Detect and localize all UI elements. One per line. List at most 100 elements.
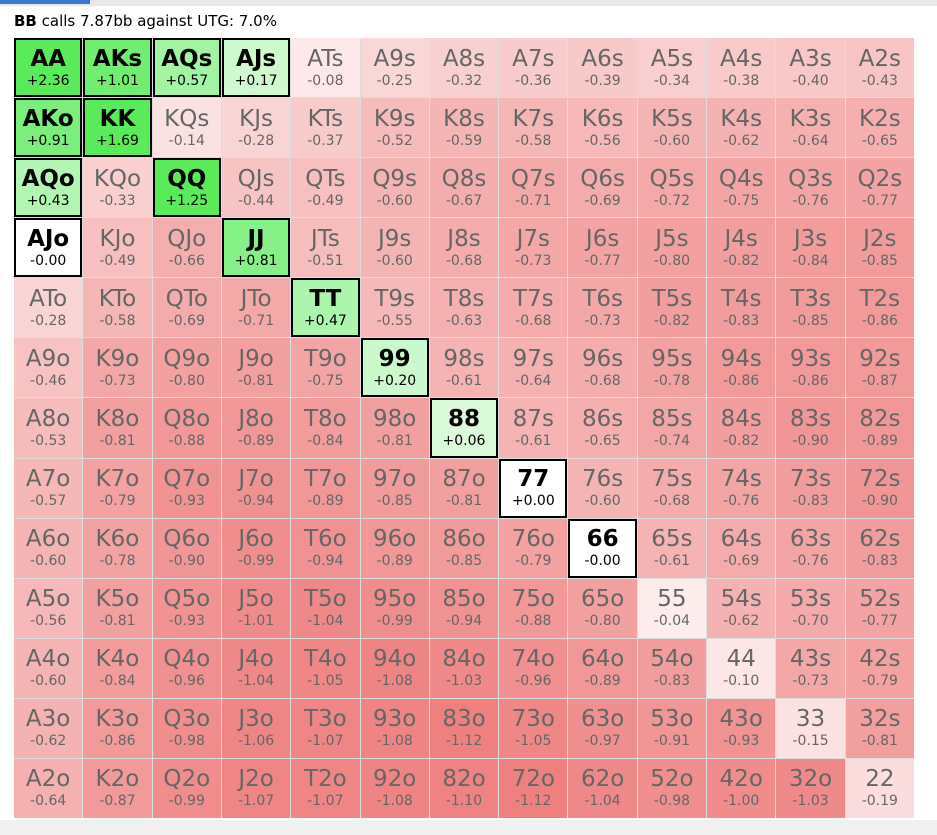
hand-cell[interactable]: QJs -0.44 (221, 158, 291, 218)
hand-cell[interactable]: Q7o -0.93 (152, 458, 221, 518)
hand-cell[interactable]: 54o -0.83 (637, 638, 707, 698)
hand-cell[interactable]: Q5s -0.72 (637, 158, 707, 218)
hand-cell[interactable]: 72o -1.12 (499, 758, 568, 818)
hand-cell[interactable]: QTo -0.69 (152, 278, 221, 338)
hand-cell[interactable]: Q6o -0.90 (152, 518, 221, 578)
hand-cell[interactable]: T2s -0.86 (845, 278, 914, 338)
hand-cell[interactable]: 75s -0.68 (637, 458, 707, 518)
hand-cell[interactable]: A9s -0.25 (360, 38, 429, 98)
hand-cell[interactable]: J7o -0.94 (221, 458, 291, 518)
hand-cell[interactable]: A4o -0.60 (14, 638, 83, 698)
hand-cell[interactable]: J8o -0.89 (221, 398, 291, 458)
hand-cell[interactable]: A3s -0.40 (776, 38, 845, 98)
hand-cell[interactable]: A9o -0.46 (14, 338, 83, 398)
hand-cell[interactable]: 74s -0.76 (707, 458, 776, 518)
hand-cell[interactable]: A5s -0.34 (637, 38, 707, 98)
hand-cell[interactable]: J5o -1.01 (221, 578, 291, 638)
hand-cell[interactable]: 96o -0.89 (360, 518, 429, 578)
hand-cell[interactable]: K6s -0.56 (568, 98, 637, 158)
hand-cell[interactable]: Q2s -0.77 (845, 158, 914, 218)
hand-cell[interactable]: 83s -0.90 (776, 398, 845, 458)
hand-cell[interactable]: 87o -0.81 (429, 458, 499, 518)
hand-cell[interactable]: Q7s -0.71 (499, 158, 568, 218)
hand-cell[interactable]: Q4o -0.96 (152, 638, 221, 698)
hand-cell[interactable]: 85s -0.74 (637, 398, 707, 458)
hand-cell[interactable]: QJo -0.66 (152, 218, 221, 278)
hand-cell[interactable]: K8o -0.81 (83, 398, 152, 458)
hand-cell[interactable]: 92o -1.08 (360, 758, 429, 818)
hand-cell[interactable]: 53o -0.91 (637, 698, 707, 758)
hand-cell[interactable]: KQo -0.33 (83, 158, 152, 218)
hand-cell[interactable]: J9o -0.81 (221, 338, 291, 398)
hand-cell[interactable]: 52o -0.98 (637, 758, 707, 818)
hand-cell[interactable]: 76s -0.60 (568, 458, 637, 518)
hand-cell[interactable]: AQs +0.57 (152, 38, 221, 98)
hand-cell[interactable]: K4o -0.84 (83, 638, 152, 698)
hand-cell[interactable]: 54s -0.62 (707, 578, 776, 638)
hand-cell[interactable]: 42s -0.79 (845, 638, 914, 698)
hand-cell[interactable]: TT +0.47 (291, 278, 360, 338)
hand-cell[interactable]: 73o -1.05 (499, 698, 568, 758)
hand-cell[interactable]: 92s -0.87 (845, 338, 914, 398)
hand-cell[interactable]: 99 +0.20 (360, 338, 429, 398)
hand-cell[interactable]: J3o -1.06 (221, 698, 291, 758)
hand-cell[interactable]: 88 +0.06 (429, 398, 499, 458)
hand-cell[interactable]: 63s -0.76 (776, 518, 845, 578)
hand-cell[interactable]: ATs -0.08 (291, 38, 360, 98)
hand-cell[interactable]: 55 -0.04 (637, 578, 707, 638)
hand-cell[interactable]: AA +2.36 (14, 38, 83, 98)
hand-cell[interactable]: 43s -0.73 (776, 638, 845, 698)
hand-cell[interactable]: T6s -0.73 (568, 278, 637, 338)
hand-cell[interactable]: A6o -0.60 (14, 518, 83, 578)
hand-cell[interactable]: 32o -1.03 (776, 758, 845, 818)
hand-cell[interactable]: K4s -0.62 (707, 98, 776, 158)
hand-cell[interactable]: T9o -0.75 (291, 338, 360, 398)
hand-cell[interactable]: J6s -0.77 (568, 218, 637, 278)
hand-cell[interactable]: K2o -0.87 (83, 758, 152, 818)
hand-cell[interactable]: Q8o -0.88 (152, 398, 221, 458)
hand-cell[interactable]: K5o -0.81 (83, 578, 152, 638)
hand-cell[interactable]: 62s -0.83 (845, 518, 914, 578)
hand-cell[interactable]: Q5o -0.93 (152, 578, 221, 638)
hand-cell[interactable]: J2s -0.85 (845, 218, 914, 278)
hand-cell[interactable]: 44 -0.10 (707, 638, 776, 698)
hand-cell[interactable]: AKs +1.01 (83, 38, 152, 98)
hand-cell[interactable]: A6s -0.39 (568, 38, 637, 98)
hand-cell[interactable]: J7s -0.73 (499, 218, 568, 278)
hand-cell[interactable]: 62o -1.04 (568, 758, 637, 818)
hand-cell[interactable]: Q9o -0.80 (152, 338, 221, 398)
hand-cell[interactable]: KK +1.69 (83, 98, 152, 158)
hand-cell[interactable]: 95o -0.99 (360, 578, 429, 638)
hand-cell[interactable]: KJo -0.49 (83, 218, 152, 278)
hand-cell[interactable]: 77 +0.00 (499, 458, 568, 518)
hand-cell[interactable]: KTs -0.37 (291, 98, 360, 158)
hand-cell[interactable]: T7o -0.89 (291, 458, 360, 518)
hand-cell[interactable]: Q2o -0.99 (152, 758, 221, 818)
hand-cell[interactable]: A4s -0.38 (707, 38, 776, 98)
hand-cell[interactable]: 64o -0.89 (568, 638, 637, 698)
hand-cell[interactable]: T7s -0.68 (499, 278, 568, 338)
hand-cell[interactable]: J9s -0.60 (360, 218, 429, 278)
hand-cell[interactable]: T4o -1.05 (291, 638, 360, 698)
hand-cell[interactable]: K2s -0.65 (845, 98, 914, 158)
hand-cell[interactable]: 72s -0.90 (845, 458, 914, 518)
hand-cell[interactable]: K3o -0.86 (83, 698, 152, 758)
hand-cell[interactable]: 83o -1.12 (429, 698, 499, 758)
hand-cell[interactable]: 94s -0.86 (707, 338, 776, 398)
hand-cell[interactable]: J2o -1.07 (221, 758, 291, 818)
hand-cell[interactable]: 98s -0.61 (429, 338, 499, 398)
hand-cell[interactable]: QTs -0.49 (291, 158, 360, 218)
hand-cell[interactable]: J8s -0.68 (429, 218, 499, 278)
hand-cell[interactable]: A8o -0.53 (14, 398, 83, 458)
hand-cell[interactable]: T3s -0.85 (776, 278, 845, 338)
hand-cell[interactable]: K8s -0.59 (429, 98, 499, 158)
hand-cell[interactable]: J6o -0.99 (221, 518, 291, 578)
hand-cell[interactable]: A8s -0.32 (429, 38, 499, 98)
hand-cell[interactable]: J4o -1.04 (221, 638, 291, 698)
hand-cell[interactable]: 95s -0.78 (637, 338, 707, 398)
hand-cell[interactable]: 85o -0.94 (429, 578, 499, 638)
hand-cell[interactable]: A7s -0.36 (499, 38, 568, 98)
hand-cell[interactable]: QQ +1.25 (152, 158, 221, 218)
hand-cell[interactable]: J5s -0.80 (637, 218, 707, 278)
hand-cell[interactable]: 65o -0.80 (568, 578, 637, 638)
